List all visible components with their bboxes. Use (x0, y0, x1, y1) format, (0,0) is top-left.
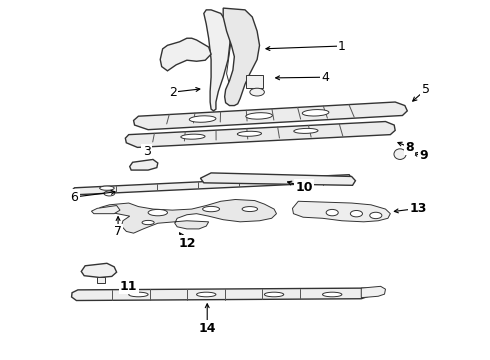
Ellipse shape (394, 149, 406, 159)
Polygon shape (72, 288, 371, 301)
Ellipse shape (250, 88, 265, 96)
Text: 14: 14 (198, 321, 216, 335)
Text: 3: 3 (143, 145, 150, 158)
Ellipse shape (104, 191, 115, 196)
Polygon shape (92, 206, 120, 214)
Polygon shape (125, 122, 395, 147)
Ellipse shape (302, 109, 329, 116)
Text: 9: 9 (419, 149, 428, 162)
Polygon shape (293, 201, 391, 222)
Text: 6: 6 (71, 190, 78, 203)
Text: 8: 8 (405, 141, 414, 154)
Polygon shape (130, 159, 158, 170)
Bar (246, 75, 264, 88)
Ellipse shape (99, 186, 114, 190)
Polygon shape (361, 286, 386, 298)
Text: 5: 5 (422, 83, 430, 96)
Ellipse shape (350, 211, 363, 217)
Ellipse shape (237, 131, 262, 136)
Ellipse shape (181, 134, 205, 139)
Polygon shape (99, 199, 276, 233)
Ellipse shape (129, 292, 148, 297)
Text: 7: 7 (114, 225, 122, 238)
Polygon shape (223, 8, 260, 105)
Ellipse shape (326, 210, 338, 216)
Text: 2: 2 (170, 86, 177, 99)
Polygon shape (200, 173, 355, 185)
Text: 13: 13 (410, 202, 427, 215)
Polygon shape (81, 263, 117, 278)
Ellipse shape (202, 206, 220, 212)
Polygon shape (97, 278, 104, 283)
Text: 4: 4 (321, 71, 329, 84)
Ellipse shape (142, 220, 154, 225)
Text: 1: 1 (338, 40, 346, 53)
Polygon shape (160, 38, 211, 71)
Ellipse shape (196, 292, 216, 297)
Ellipse shape (265, 292, 284, 297)
Ellipse shape (189, 116, 216, 122)
Polygon shape (71, 175, 352, 195)
Text: 11: 11 (120, 280, 138, 293)
Ellipse shape (242, 207, 258, 212)
Ellipse shape (246, 113, 272, 119)
Ellipse shape (370, 212, 382, 219)
Polygon shape (204, 10, 230, 111)
Polygon shape (134, 102, 407, 130)
Ellipse shape (322, 292, 342, 297)
Ellipse shape (148, 210, 168, 216)
Text: 10: 10 (295, 181, 313, 194)
Ellipse shape (294, 129, 318, 134)
Text: 12: 12 (178, 237, 196, 249)
